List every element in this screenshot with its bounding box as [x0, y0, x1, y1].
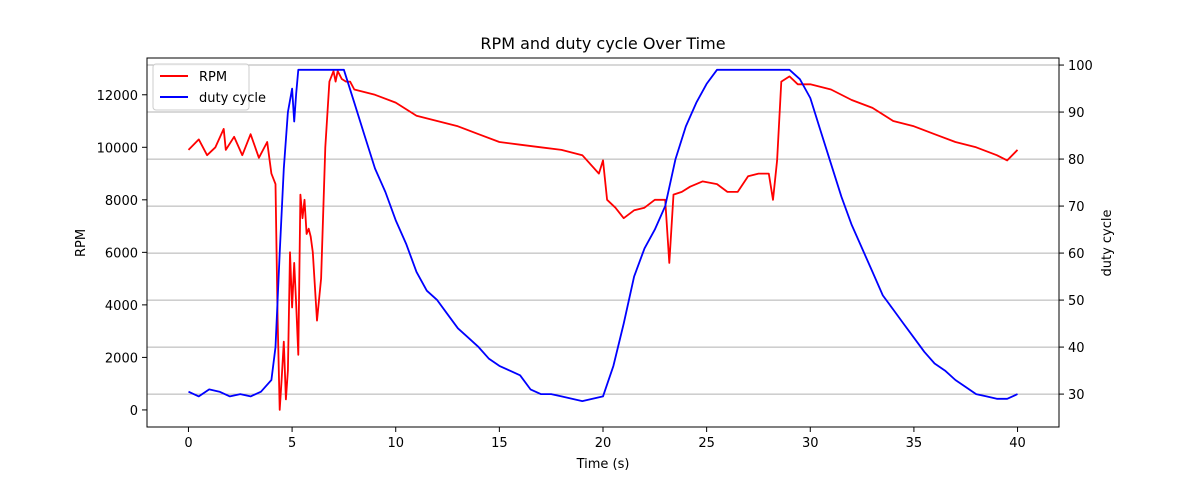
legend-label-duty-cycle: duty cycle: [199, 91, 266, 106]
duty-cycle-series-line: [188, 68, 1018, 403]
y-right-tick-label-70: 70: [1068, 200, 1085, 215]
x-tick-label-30: 30: [802, 436, 819, 451]
y-right-tick-label-60: 60: [1068, 247, 1085, 262]
x-tick-label-20: 20: [595, 436, 612, 451]
y-right-tick-label-40: 40: [1068, 341, 1085, 356]
plot-area: [187, 68, 1019, 411]
chart-title: RPM and duty cycle Over Time: [480, 34, 725, 53]
x-tick-label-35: 35: [906, 436, 923, 451]
x-tick-label-5: 5: [288, 436, 296, 451]
y-left-tick-label-6000: 6000: [105, 246, 138, 261]
y-left-tick-label-0: 0: [130, 404, 138, 419]
legend-label-rpm: RPM: [199, 70, 227, 85]
x-tick-label-25: 25: [698, 436, 715, 451]
x-axis-title: Time (s): [576, 457, 630, 472]
y-right-tick-label-100: 100: [1068, 59, 1093, 74]
y-right-tick-label-30: 30: [1068, 388, 1085, 403]
y-right-axis-title: duty cycle: [1100, 209, 1115, 276]
rpm-series-line: [187, 70, 1019, 411]
y-right-axis-ticks: 30 40 50 60 70 80 90 100: [1059, 59, 1093, 403]
x-tick-label-0: 0: [184, 436, 192, 451]
y-right-tick-label-90: 90: [1068, 106, 1085, 121]
legend: RPM duty cycle: [152, 63, 266, 111]
x-tick-label-40: 40: [1009, 436, 1026, 451]
x-tick-label-10: 10: [387, 436, 404, 451]
y-left-tick-label-12000: 12000: [97, 89, 138, 104]
y-left-tick-label-4000: 4000: [105, 299, 138, 314]
x-axis-ticks: 0 5 10 15 20 25 30 35 40: [184, 427, 1026, 451]
y-left-axis-ticks: 0 2000 4000 6000 8000 10000 12000: [97, 89, 147, 419]
x-tick-label-15: 15: [491, 436, 508, 451]
y-left-tick-label-2000: 2000: [105, 351, 138, 366]
y-right-tick-label-50: 50: [1068, 294, 1085, 309]
y-right-tick-label-80: 80: [1068, 153, 1085, 168]
y-left-tick-label-8000: 8000: [105, 194, 138, 209]
y-left-axis-title: RPM: [74, 229, 89, 257]
y-left-tick-label-10000: 10000: [97, 141, 138, 156]
